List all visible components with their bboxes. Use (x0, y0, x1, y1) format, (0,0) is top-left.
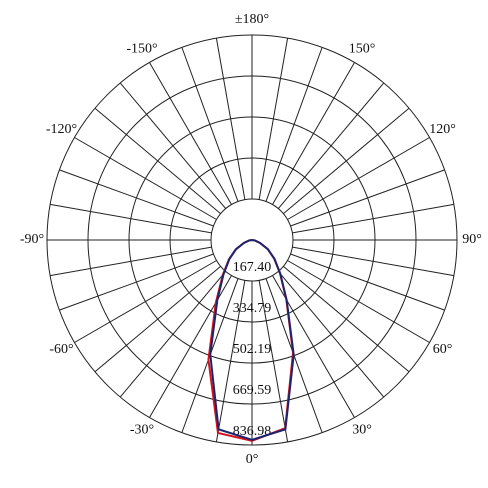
angle-tick-label: -60° (49, 342, 73, 357)
r-tick-label: 334.79 (233, 301, 272, 316)
r-tick-label: 669.59 (233, 383, 272, 398)
angle-tick-label: 0° (246, 452, 259, 467)
angle-tick-label: -90° (20, 232, 44, 247)
angle-tick-label: 30° (352, 423, 372, 438)
r-tick-label: 836.98 (233, 424, 272, 439)
angle-tick-label: -120° (46, 122, 77, 137)
series-line (209, 239, 295, 441)
grid-ring (87, 75, 417, 405)
angle-tick-label: -30° (130, 423, 154, 438)
grid-ring (169, 157, 335, 323)
r-tick-label: 167.40 (233, 260, 272, 275)
angle-tick-label: ±180° (235, 12, 269, 27)
grid-ring (128, 116, 376, 364)
r-tick-label: 502.19 (233, 342, 272, 357)
grid-ring (46, 34, 458, 446)
angle-tick-label: 120° (429, 122, 456, 137)
grid-ring (210, 198, 294, 282)
angle-tick-label: 90° (462, 232, 482, 247)
angle-tick-label: 150° (349, 42, 376, 57)
angle-tick-label: 60° (433, 342, 453, 357)
angle-tick-label: -150° (126, 42, 157, 57)
